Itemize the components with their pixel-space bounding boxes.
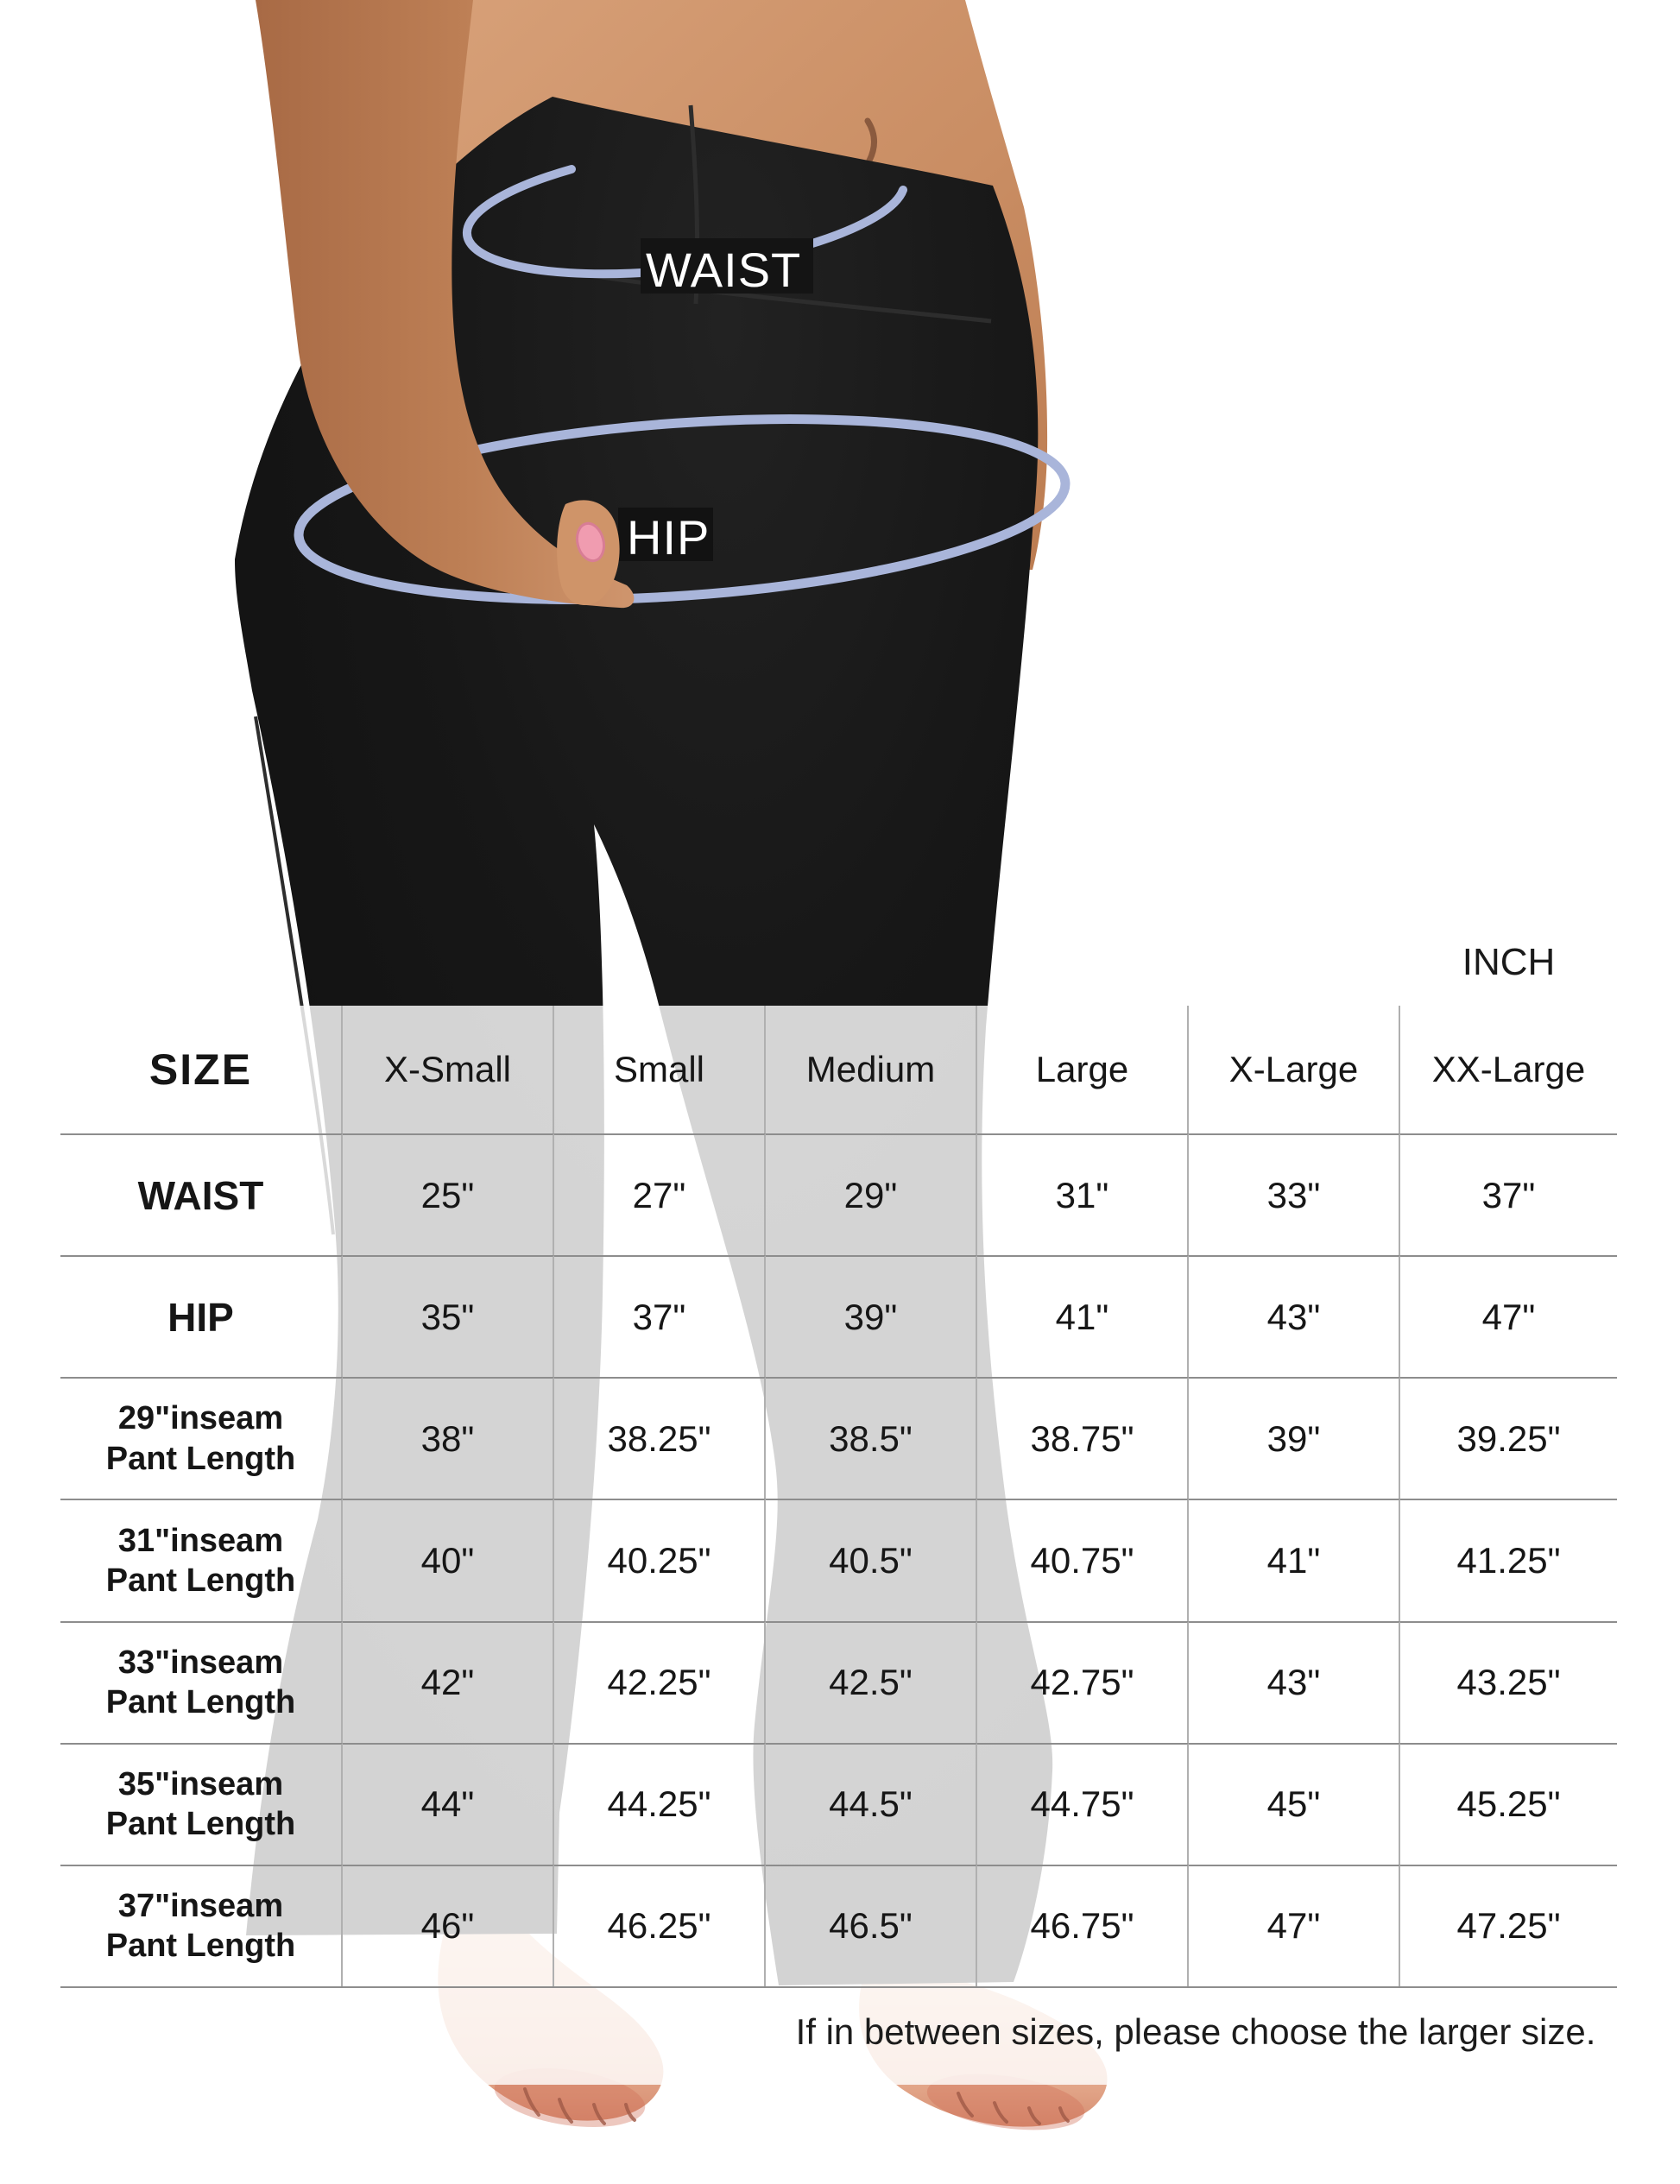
size-value-cell: 46" (343, 1864, 554, 1986)
size-value-cell: 39" (766, 1255, 977, 1378)
row-label: 33"inseam Pant Length (60, 1620, 343, 1743)
thumb-nail (576, 521, 605, 563)
right-toes-tint (926, 2074, 1085, 2130)
size-value-cell: 46.75" (977, 1864, 1189, 1986)
size-value-cell: 25" (343, 1133, 554, 1256)
hip-annotation-label: HIP (627, 510, 711, 565)
size-value-cell: 42.5" (766, 1620, 977, 1743)
size-value-cell: 31" (977, 1133, 1189, 1256)
size-value-cell: 46.25" (554, 1864, 766, 1986)
size-col-header: Small (554, 1006, 766, 1133)
row-label: 29"inseam Pant Length (60, 1377, 343, 1499)
size-value-cell: 43" (1189, 1255, 1400, 1378)
unit-label: INCH (1462, 941, 1556, 983)
size-value-cell: 41.25" (1400, 1499, 1617, 1620)
size-value-cell: 40" (343, 1499, 554, 1621)
size-col-header: Large (977, 1006, 1189, 1133)
hip-label-backing (618, 508, 713, 561)
size-value-cell: 44.5" (766, 1742, 977, 1865)
size-value-cell: 47" (1189, 1864, 1400, 1986)
size-value-cell: 47" (1400, 1255, 1617, 1377)
hip-ellipse (294, 414, 1071, 604)
size-value-cell: 35" (343, 1255, 554, 1378)
size-value-cell: 42.25" (554, 1620, 766, 1743)
size-value-cell: 39" (1189, 1377, 1400, 1499)
waist-label-backing (641, 238, 813, 294)
row-label: 31"inseam Pant Length (60, 1499, 343, 1621)
size-value-cell: 42" (343, 1620, 554, 1743)
navel (864, 117, 877, 164)
size-value-cell: 45" (1189, 1742, 1400, 1865)
row-label: WAIST (60, 1133, 343, 1256)
size-value-cell: 41" (977, 1255, 1189, 1378)
size-value-cell: 40.25" (554, 1499, 766, 1621)
size-value-cell: 38.5" (766, 1377, 977, 1499)
size-value-cell: 45.25" (1400, 1742, 1617, 1865)
waist-annotation-label: WAIST (646, 243, 802, 297)
size-value-cell: 40.5" (766, 1499, 977, 1621)
size-value-cell: 37" (554, 1255, 766, 1378)
size-value-cell: 38.25" (554, 1377, 766, 1499)
size-value-cell: 29" (766, 1133, 977, 1256)
size-col-header: X-Small (343, 1006, 554, 1133)
table-header-size: SIZE (60, 1006, 343, 1133)
row-label: 35"inseam Pant Length (60, 1742, 343, 1865)
size-col-header: XX-Large (1431, 1049, 1586, 1089)
size-value-cell: 39.25" (1400, 1377, 1617, 1499)
size-value-cell: 44.75" (977, 1742, 1189, 1865)
size-value-cell: 47.25" (1400, 1864, 1617, 1986)
size-value-cell: 33" (1189, 1133, 1400, 1256)
size-value-cell: 43" (1189, 1620, 1400, 1743)
waist-ellipse (462, 165, 907, 279)
size-value-cell: 43.25" (1400, 1620, 1617, 1743)
size-value-cell: 37" (1400, 1133, 1617, 1255)
row-label: HIP (60, 1255, 343, 1378)
size-col-header: Medium (766, 1006, 977, 1133)
right-arm (256, 0, 635, 609)
size-value-cell: 40.75" (977, 1499, 1189, 1621)
size-table: SIZE X-Small Small Medium Large X-Large XX-Lar… (60, 1006, 1617, 1988)
toe-lines (523, 2087, 1070, 2125)
sizing-note: If in between sizes, please choose the l… (795, 2011, 1596, 2052)
size-value-cell: 27" (554, 1133, 766, 1256)
row-label: 37"inseam Pant Length (60, 1864, 343, 1986)
size-value-cell: 38.75" (977, 1377, 1189, 1499)
size-value-cell: 38" (343, 1377, 554, 1499)
size-value-cell: 44" (343, 1742, 554, 1865)
size-value-cell: 44.25" (554, 1742, 766, 1865)
size-value-cell: 42.75" (977, 1620, 1189, 1743)
size-col-header: X-Large (1189, 1006, 1400, 1133)
size-value-cell: 41" (1189, 1499, 1400, 1621)
size-value-cell: 46.5" (766, 1864, 977, 1986)
